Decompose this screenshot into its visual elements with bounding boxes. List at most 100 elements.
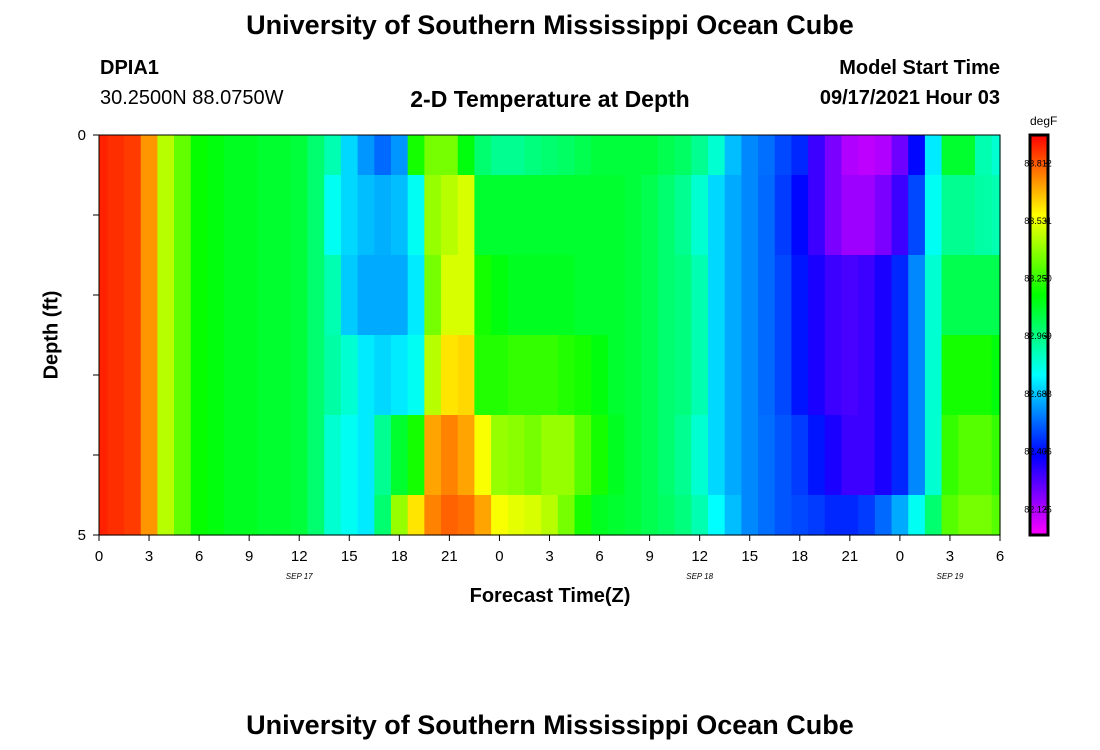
- heatmap-cell: [99, 135, 108, 176]
- heatmap-cell: [474, 415, 492, 496]
- heatmap-cell: [724, 335, 742, 416]
- model-start-label: Model Start Time: [839, 57, 1000, 79]
- heatmap-cell: [491, 335, 509, 416]
- heatmap-cell: [974, 135, 993, 176]
- heatmap-cell: [674, 255, 692, 336]
- heatmap-cell: [674, 335, 692, 416]
- heatmap-cell: [140, 135, 158, 176]
- heatmap-cell: [424, 175, 442, 256]
- heatmap-cell: [224, 175, 242, 256]
- heatmap-cell: [674, 135, 692, 176]
- heatmap-cell: [874, 415, 893, 496]
- heatmap-cell: [708, 175, 726, 256]
- x-tick-label: 0: [95, 548, 103, 565]
- heatmap-cell: [207, 255, 225, 336]
- heatmap-cell: [307, 335, 325, 416]
- heatmap-cell: [941, 415, 959, 496]
- heatmap-cell: [457, 175, 476, 256]
- heatmap-cell: [758, 175, 776, 256]
- heatmap-cell: [140, 335, 158, 416]
- x-tick-label: 0: [495, 548, 503, 565]
- heatmap-cell: [190, 175, 209, 256]
- heatmap-cell: [791, 175, 809, 256]
- heatmap-cell: [491, 175, 509, 256]
- heatmap-cell: [824, 255, 843, 336]
- heatmap-cell: [407, 335, 425, 416]
- heatmap-cell: [574, 255, 592, 336]
- x-tick-label: 0: [896, 548, 904, 565]
- heatmap-cell: [691, 415, 709, 496]
- heatmap-cell: [557, 255, 576, 336]
- heatmap-cell: [958, 255, 976, 336]
- heatmap-cell: [107, 255, 125, 336]
- heatmap-cell: [541, 495, 559, 536]
- heatmap-cell: [441, 175, 459, 256]
- heatmap-cell: [474, 135, 492, 176]
- heatmap-cell: [424, 415, 442, 496]
- heatmap-cell: [641, 175, 659, 256]
- heatmap-cell: [290, 135, 309, 176]
- heatmap-cell: [591, 335, 609, 416]
- heatmap-cell: [290, 415, 309, 496]
- heatmap-cell: [858, 335, 876, 416]
- heatmap-cell: [207, 335, 225, 416]
- heatmap-cell: [124, 135, 142, 176]
- heatmap-cell: [390, 135, 409, 176]
- heatmap-cell: [641, 415, 659, 496]
- heatmap-cell: [924, 415, 943, 496]
- heatmap-cell: [924, 135, 943, 176]
- heatmap-cell: [207, 415, 225, 496]
- x-tick-label: 21: [841, 548, 858, 565]
- heatmap-cell: [741, 335, 759, 416]
- heatmap-cell: [958, 175, 976, 256]
- heatmap-cell: [140, 175, 158, 256]
- heatmap-cell: [607, 255, 626, 336]
- heatmap-cell: [174, 135, 192, 176]
- colorbar-tick-label: 82.969: [1024, 331, 1052, 341]
- heatmap-cell: [974, 495, 993, 536]
- heatmap-cell: [274, 175, 292, 256]
- heatmap-cell: [357, 495, 375, 536]
- heatmap-cell: [941, 335, 959, 416]
- heatmap-cell: [340, 255, 359, 336]
- heatmap-cell: [424, 135, 442, 176]
- heatmap-cell: [657, 255, 676, 336]
- heatmap-cell: [541, 335, 559, 416]
- heatmap-cell: [824, 495, 843, 536]
- heatmap-cell: [457, 255, 476, 336]
- colorbar: degF 83.812 83.531 83.250 82.969 82.688 82.406…: [1024, 114, 1057, 537]
- heatmap-cell: [841, 495, 859, 536]
- heatmap-cell: [140, 255, 158, 336]
- heatmap-cell: [157, 255, 175, 336]
- heatmap-cell: [157, 415, 175, 496]
- heatmap-cell: [374, 495, 392, 536]
- y-axis: 05: [78, 127, 99, 544]
- colorbar-tick-label: 83.531: [1024, 216, 1052, 226]
- date-label: SEP 17: [286, 572, 313, 581]
- heatmap-cell: [357, 335, 375, 416]
- heatmap-cell: [340, 415, 359, 496]
- heatmap-cell: [207, 495, 225, 536]
- heatmap-cell: [157, 135, 175, 176]
- x-axis-title: Forecast Time(Z): [469, 585, 631, 607]
- colorbar-tick-label: 83.250: [1024, 274, 1052, 284]
- heatmap-cell: [641, 335, 659, 416]
- heatmap-cell: [240, 415, 259, 496]
- page-title-bottom: University of Southern Mississippi Ocean…: [246, 710, 854, 740]
- heatmap-cell: [340, 335, 359, 416]
- heatmap-cell: [507, 255, 526, 336]
- heatmap-cell: [691, 335, 709, 416]
- heatmap-cell: [908, 135, 926, 176]
- chart-title: 2-D Temperature at Depth: [410, 86, 690, 112]
- heatmap-cell: [324, 495, 342, 536]
- heatmap-cell: [390, 415, 409, 496]
- heatmap-cell: [941, 255, 959, 336]
- heatmap-cell: [524, 255, 542, 336]
- heatmap-cell: [307, 175, 325, 256]
- x-tick-label: 6: [996, 548, 1004, 565]
- heatmap-cell: [624, 135, 642, 176]
- heatmap-cell: [891, 175, 909, 256]
- heatmap-cell: [107, 175, 125, 256]
- heatmap-cell: [374, 415, 392, 496]
- heatmap-cell: [390, 255, 409, 336]
